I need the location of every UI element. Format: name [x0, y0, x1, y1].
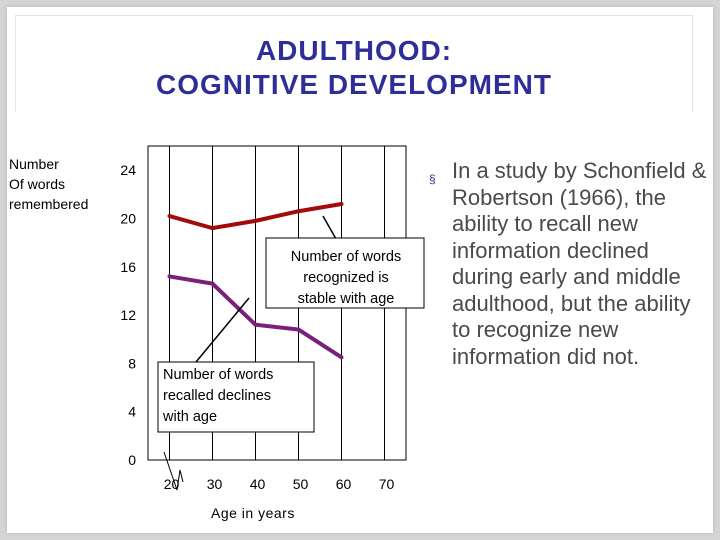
- callouts: Number of words recognized is stable with …: [157, 215, 425, 433]
- y-axis-label-line: Number: [9, 156, 59, 172]
- callout-box: [265, 237, 425, 309]
- bullet-marker: §: [429, 172, 436, 186]
- callout-box: [157, 361, 315, 433]
- y-tick-label: 8: [128, 355, 136, 371]
- data-point-recognized: [339, 201, 344, 206]
- x-tick-label: 70: [379, 476, 395, 492]
- y-ticks: 0 4 8 12 16 20 24: [120, 162, 136, 468]
- callout-text: recognized is: [303, 270, 388, 286]
- data-point-recalled: [210, 281, 215, 286]
- data-point-recalled: [339, 355, 344, 360]
- series-layer: [167, 201, 344, 360]
- slide-title-line-1: ADULTHOOD:: [255, 35, 453, 66]
- callout-text: Number of words: [291, 249, 401, 265]
- slide-title-line-2: COGNITIVE DEVELOPMENT: [156, 69, 552, 100]
- x-tick-label: 50: [293, 476, 309, 492]
- title-area: ADULTHOOD: COGNITIVE DEVELOPMENT: [15, 15, 693, 112]
- callout-text: recalled declines: [163, 388, 271, 404]
- y-tick-label: 16: [120, 259, 136, 275]
- y-tick-label: 24: [120, 162, 136, 178]
- callout-text: with age: [162, 409, 217, 425]
- y-axis-label-line: Of words: [9, 176, 65, 192]
- callout-leader: [195, 297, 250, 363]
- x-axis-label: Age in years: [211, 505, 295, 521]
- y-tick-label: 0: [128, 452, 136, 468]
- data-point-recalled: [296, 327, 301, 332]
- data-point-recognized: [167, 214, 172, 219]
- y-axis-label: Number Of words remembered: [9, 156, 88, 212]
- data-point-recognized: [253, 218, 258, 223]
- data-point-recalled: [253, 322, 258, 327]
- y-tick-label: 12: [120, 307, 136, 323]
- callout-text: stable with age: [298, 291, 395, 307]
- x-tick-label: 60: [336, 476, 352, 492]
- y-tick-label: 20: [120, 210, 136, 226]
- callout-text: Number of words: [163, 367, 273, 383]
- y-axis-label-line: remembered: [9, 196, 88, 212]
- data-point-recognized: [296, 209, 301, 214]
- data-point-recalled: [167, 274, 172, 279]
- x-tick-label: 20: [164, 476, 180, 492]
- x-tick-label: 40: [250, 476, 266, 492]
- x-ticks: 20 30 40 50 60 70: [164, 476, 395, 492]
- data-point-recognized: [210, 226, 215, 231]
- axis-break-mark: [163, 451, 184, 491]
- bullet-text: In a study by Schonfield & Robertson (19…: [452, 158, 707, 369]
- y-tick-label: 4: [128, 404, 136, 420]
- x-tick-label: 30: [207, 476, 223, 492]
